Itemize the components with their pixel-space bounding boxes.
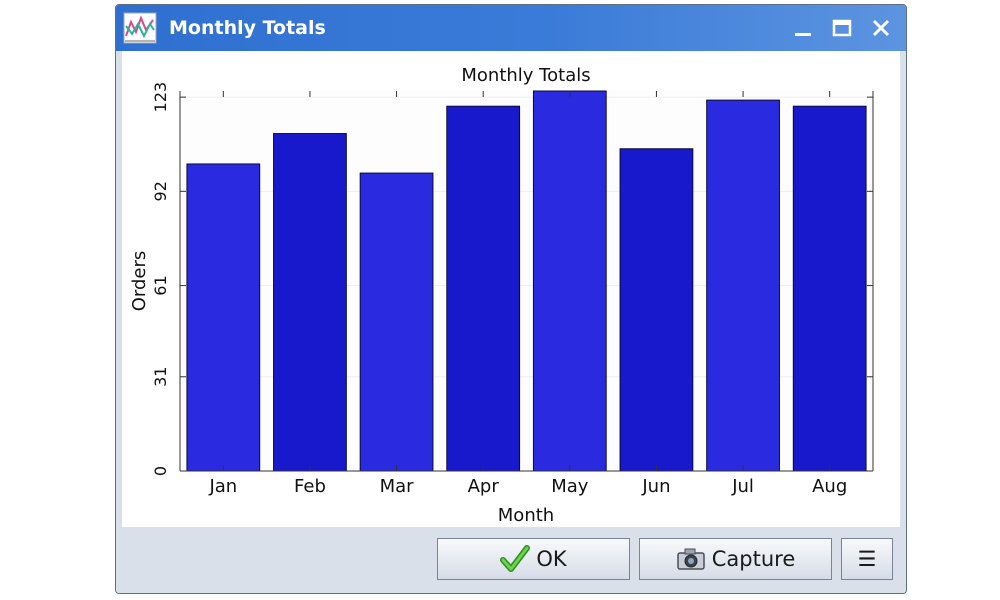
ok-button[interactable]: OK: [437, 538, 630, 580]
x-tick-label: Aug: [812, 476, 847, 497]
bar-jul: [706, 99, 780, 472]
y-tick-label: 31: [151, 367, 170, 387]
x-tick-label: Jul: [731, 476, 754, 497]
x-tick-label: Mar: [380, 476, 415, 497]
bar-mar: [359, 172, 434, 472]
bar-feb: [273, 133, 347, 472]
chart-window: Monthly Totals 0 31 61 92 123 Jan Feb Mar Apr May…: [115, 4, 907, 594]
y-tick-label: 123: [151, 82, 170, 113]
chart-area: 0 31 61 92 123 Jan Feb Mar Apr May Jun Jul Aug Month…: [122, 51, 900, 527]
bar-chart: 0 31 61 92 123 Jan Feb Mar Apr May Jun Jul Aug Month…: [129, 65, 874, 526]
chart-title: Monthly Totals: [461, 65, 590, 86]
close-icon[interactable]: [867, 14, 895, 42]
window-title: Monthly Totals: [169, 17, 326, 39]
hamburger-menu-icon: ☰: [857, 547, 877, 571]
x-tick-label: Apr: [468, 476, 500, 497]
y-tick-label: 0: [151, 466, 170, 476]
maximize-icon[interactable]: [828, 14, 856, 42]
y-axis-label: Orders: [129, 251, 150, 312]
bar-jun: [619, 148, 694, 472]
bar-may: [532, 90, 607, 472]
bar-aug: [792, 105, 867, 472]
x-tick-label: Jan: [208, 476, 237, 497]
minimize-icon[interactable]: [789, 14, 817, 42]
button-bar: OK Capture ☰: [116, 527, 906, 593]
x-tick-label: Jun: [641, 476, 670, 497]
y-tick-label: 61: [151, 275, 170, 295]
bar-apr: [446, 105, 521, 472]
title-bar[interactable]: Monthly Totals: [116, 5, 906, 51]
x-axis-label: Month: [498, 505, 554, 526]
y-tick-label: 92: [151, 181, 170, 201]
ok-button-label: OK: [536, 547, 567, 571]
menu-button[interactable]: ☰: [841, 538, 893, 580]
x-tick-label: May: [551, 476, 589, 497]
chart-icon: [123, 12, 157, 44]
capture-button[interactable]: Capture: [639, 538, 832, 580]
bar-jan: [186, 163, 261, 472]
x-tick-label: Feb: [294, 476, 326, 497]
camera-icon: [676, 547, 706, 571]
capture-button-label: Capture: [711, 547, 796, 571]
checkmark-icon: [500, 545, 531, 573]
